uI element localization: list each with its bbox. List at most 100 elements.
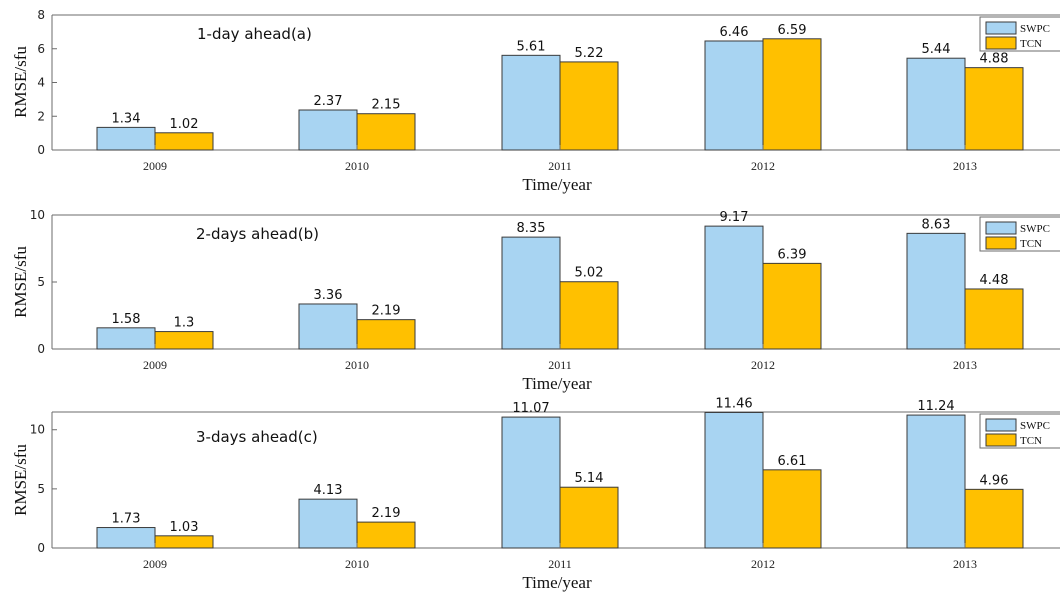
x-tick-label: 2013 <box>953 557 977 571</box>
bar-value-label: 6.39 <box>778 247 807 262</box>
legend-label-swpc: SWPC <box>1020 223 1050 235</box>
y-axis-label: RMSE/sfu <box>11 246 30 318</box>
y-axis-label: RMSE/sfu <box>11 444 30 516</box>
legend: SWPC TCN <box>979 413 1060 449</box>
bar-value-label: 2.37 <box>314 94 343 109</box>
bar-value-label: 11.24 <box>917 399 954 414</box>
x-tick-label: 2009 <box>143 557 167 571</box>
x-axis-label: Time/year <box>522 175 592 194</box>
bar-swpc-2011 <box>501 416 561 549</box>
bar-swpc-2012 <box>704 40 764 151</box>
bar-value-label: 1.3 <box>174 316 195 331</box>
bar-tcn-2012 <box>762 469 822 549</box>
bar-value-label: 4.48 <box>980 273 1009 288</box>
legend-swatch-tcn <box>985 36 1017 50</box>
bar-value-label: 1.34 <box>112 111 141 126</box>
bar-value-label: 1.73 <box>112 512 141 527</box>
bar-tcn-2011 <box>559 281 619 350</box>
bar-swpc-2011 <box>501 54 561 151</box>
bar-value-label: 9.17 <box>720 210 749 225</box>
y-tick-label: 0 <box>37 541 45 555</box>
bar-tcn-2010 <box>356 113 416 151</box>
legend-swatch-swpc <box>985 418 1017 432</box>
bar-tcn-2010 <box>356 319 416 350</box>
x-tick-label: 2012 <box>751 557 775 571</box>
y-tick-label: 6 <box>37 42 45 56</box>
bar-tcn-2009 <box>154 331 214 350</box>
legend-label-swpc: SWPC <box>1020 420 1050 432</box>
bar-value-label: 6.59 <box>778 23 807 38</box>
y-tick-label: 10 <box>30 208 45 222</box>
bar-tcn-2013 <box>964 288 1024 350</box>
legend-swatch-swpc <box>985 21 1017 35</box>
chart-panel-1: 0 2 4 6 8 1.34 2.37 5.61 6.46 5.44 1.02 2.15 5.22 6.5… <box>11 8 1060 194</box>
y-tick-label: 5 <box>37 275 45 289</box>
bar-value-label: 4.96 <box>980 473 1009 488</box>
bar-value-label: 4.13 <box>314 483 343 498</box>
bar-value-label: 8.63 <box>922 217 951 232</box>
x-tick-label: 2011 <box>548 159 572 173</box>
bar-swpc-2010 <box>298 109 358 151</box>
x-tick-label: 2013 <box>953 159 977 173</box>
bar-swpc-2009 <box>96 527 156 549</box>
bar-tcn-2009 <box>154 132 214 151</box>
legend: SWPC TCN <box>979 216 1060 252</box>
legend-swatch-swpc <box>985 221 1017 235</box>
bar-tcn-2012 <box>762 262 822 350</box>
chart-panel-3: 0 5 10 1.73 4.13 11.07 11.46 11.24 1.03 2.19 5.14 6… <box>11 396 1060 592</box>
bar-value-label: 5.44 <box>922 42 951 57</box>
bar-swpc-2013 <box>906 57 966 151</box>
bar-value-label: 2.15 <box>372 98 401 113</box>
legend-swatch-tcn <box>985 433 1017 447</box>
chart-panel-2: 0 5 10 1.58 3.36 8.35 9.17 8.63 1.3 2.19 5.02 6.39 4… <box>11 208 1060 393</box>
bar-value-label: 5.02 <box>575 266 604 281</box>
x-tick-label: 2013 <box>953 358 977 372</box>
bar-value-label: 11.46 <box>715 396 752 411</box>
y-tick-label: 0 <box>37 342 45 356</box>
bar-swpc-2010 <box>298 303 358 350</box>
bar-swpc-2009 <box>96 126 156 151</box>
y-tick-label: 4 <box>37 76 45 90</box>
x-tick-label: 2011 <box>548 557 572 571</box>
bar-value-label: 5.61 <box>517 39 546 54</box>
x-tick-label: 2010 <box>345 557 369 571</box>
bar-value-label: 3.36 <box>314 288 343 303</box>
bar-tcn-2011 <box>559 61 619 151</box>
x-tick-label: 2010 <box>345 358 369 372</box>
legend-label-tcn: TCN <box>1020 38 1042 50</box>
panel-annotation: 1-day ahead(a) <box>197 25 312 43</box>
bar-tcn-2013 <box>964 488 1024 549</box>
bar-value-label: 5.14 <box>575 471 604 486</box>
bar-value-label: 5.22 <box>575 46 604 61</box>
bar-swpc-2013 <box>906 414 966 549</box>
bar-value-label: 1.03 <box>170 520 199 535</box>
x-tick-label: 2009 <box>143 358 167 372</box>
bar-tcn-2012 <box>762 38 822 151</box>
bar-value-label: 11.07 <box>512 401 549 416</box>
y-tick-label: 10 <box>30 423 45 437</box>
bar-value-label: 2.19 <box>372 506 401 521</box>
x-tick-label: 2010 <box>345 159 369 173</box>
legend: SWPC TCN <box>979 16 1060 52</box>
y-tick-label: 0 <box>37 143 45 157</box>
x-tick-label: 2012 <box>751 358 775 372</box>
bar-tcn-2011 <box>559 486 619 549</box>
bar-value-label: 1.58 <box>112 312 141 327</box>
bar-tcn-2013 <box>964 67 1024 151</box>
x-axis-label: Time/year <box>522 573 592 592</box>
bar-swpc-2012 <box>704 225 764 350</box>
panel-annotation: 2-days ahead(b) <box>196 225 319 243</box>
bar-swpc-2012 <box>704 411 764 549</box>
legend-label-tcn: TCN <box>1020 238 1042 250</box>
bar-tcn-2010 <box>356 521 416 549</box>
x-tick-label: 2012 <box>751 159 775 173</box>
bar-value-label: 4.88 <box>980 52 1009 67</box>
bar-value-label: 8.35 <box>517 221 546 236</box>
panel-annotation: 3-days ahead(c) <box>196 428 318 446</box>
bar-swpc-2011 <box>501 236 561 350</box>
legend-label-swpc: SWPC <box>1020 23 1050 35</box>
y-tick-label: 8 <box>37 8 45 22</box>
y-tick-label: 5 <box>37 482 45 496</box>
